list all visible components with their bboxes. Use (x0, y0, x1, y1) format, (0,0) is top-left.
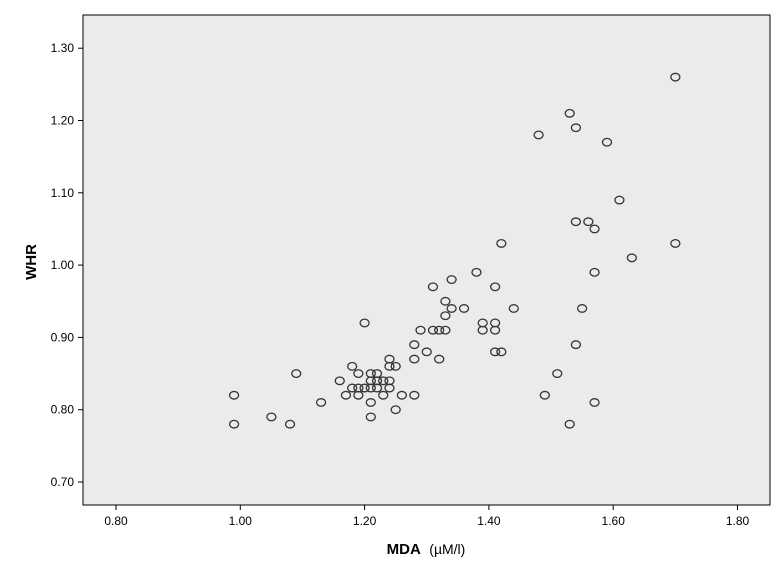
data-point (228, 390, 240, 400)
data-point (353, 369, 364, 378)
data-point (365, 398, 376, 407)
data-point (409, 340, 420, 350)
data-point (670, 72, 681, 82)
y-tick-label: 0.70 (51, 475, 75, 489)
data-point (471, 267, 482, 277)
data-point (440, 296, 451, 306)
data-point (334, 376, 345, 386)
y-tick-label: 1.00 (51, 258, 75, 272)
data-point (570, 123, 582, 133)
data-point (347, 383, 358, 393)
data-point (576, 304, 588, 313)
data-point (670, 238, 681, 248)
data-point (440, 311, 451, 321)
data-point (446, 275, 457, 285)
data-point (458, 304, 470, 313)
data-point (427, 282, 439, 292)
data-point (359, 383, 370, 393)
data-point (384, 361, 395, 371)
data-point (378, 376, 389, 386)
data-point (626, 253, 637, 263)
data-point (390, 361, 401, 371)
data-point (266, 412, 277, 422)
x-axis: 0.80 1.00 1.20 1.40 1.60 1.80 (104, 505, 750, 528)
x-axis-title: MDA (387, 541, 421, 558)
y-tick-label: 1.10 (51, 186, 75, 200)
data-point (539, 390, 550, 400)
y-axis: 0.70 0.80 0.90 1.00 1.10 1.20 1.30 (51, 41, 83, 489)
data-point (427, 325, 439, 335)
y-tick-label: 0.90 (51, 330, 75, 344)
x-tick-label: 1.80 (726, 514, 750, 528)
data-point (489, 282, 501, 292)
data-point (570, 340, 582, 350)
data-point (440, 325, 451, 335)
data-point (489, 325, 501, 335)
data-point (365, 383, 376, 393)
data-point (390, 405, 401, 415)
data-point (365, 412, 376, 422)
data-point (284, 419, 296, 429)
data-point (291, 369, 302, 378)
data-point (359, 318, 370, 328)
data-point (589, 398, 600, 407)
data-point (496, 238, 507, 248)
data-point (564, 419, 575, 429)
data-point (415, 325, 426, 335)
data-point (347, 361, 358, 371)
data-point (384, 383, 395, 393)
data-point (409, 354, 420, 364)
data-point (371, 383, 383, 393)
data-point (378, 390, 389, 400)
data-point (614, 195, 625, 205)
data-point (353, 390, 364, 400)
data-point (228, 419, 240, 429)
data-point (570, 217, 582, 227)
data-point (446, 304, 457, 313)
data-points (228, 72, 681, 429)
data-point (589, 267, 600, 277)
y-tick-label: 1.20 (51, 114, 75, 128)
x-axis-unit: (µM/l) (429, 541, 465, 557)
x-axis-label: MDA (µM/l) (387, 541, 466, 558)
data-point (396, 390, 408, 400)
data-point (409, 390, 420, 400)
x-tick-label: 1.00 (229, 514, 253, 528)
data-point (496, 347, 507, 357)
data-point (508, 304, 519, 313)
data-point (583, 217, 594, 227)
data-point (589, 224, 600, 234)
data-point (533, 130, 544, 140)
x-tick-label: 1.20 (353, 514, 377, 528)
data-point (434, 354, 445, 364)
data-point (601, 137, 613, 147)
y-axis-title: WHR (23, 244, 40, 280)
data-point (477, 325, 488, 335)
data-point (421, 347, 432, 357)
x-tick-label: 0.80 (104, 514, 128, 528)
data-point (564, 108, 575, 118)
y-tick-label: 0.80 (51, 403, 75, 417)
data-point (489, 347, 501, 357)
x-tick-label: 1.40 (477, 514, 501, 528)
data-point (434, 325, 445, 335)
plot-area (82, 14, 771, 506)
data-point (340, 390, 352, 400)
y-tick-label: 1.30 (51, 41, 75, 55)
data-point (552, 369, 563, 378)
data-point (315, 398, 327, 407)
x-tick-label: 1.60 (602, 514, 626, 528)
